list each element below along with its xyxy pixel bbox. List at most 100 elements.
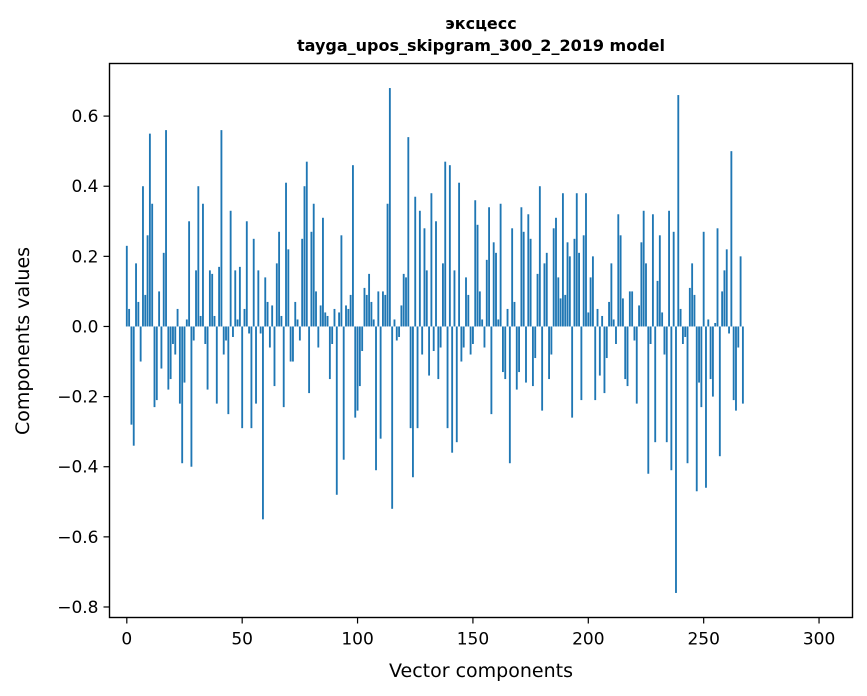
bar xyxy=(548,326,550,380)
bar xyxy=(647,326,650,474)
bar-series xyxy=(125,88,744,593)
bar xyxy=(338,312,341,327)
bar xyxy=(398,326,401,337)
bar xyxy=(472,326,474,344)
bar xyxy=(211,273,214,327)
bar xyxy=(169,326,172,380)
bar xyxy=(202,203,204,327)
x-tick-label: 150 xyxy=(457,630,489,650)
bar xyxy=(379,326,382,439)
bar xyxy=(485,259,488,327)
bar xyxy=(243,308,246,327)
bar xyxy=(266,301,269,327)
bar xyxy=(488,207,490,327)
bar xyxy=(573,238,576,327)
bar xyxy=(368,273,371,327)
bar xyxy=(527,214,530,327)
bar xyxy=(388,88,391,327)
bar xyxy=(238,266,241,327)
bar xyxy=(215,326,218,404)
bar xyxy=(711,326,714,397)
bar xyxy=(405,277,407,327)
bar xyxy=(125,245,128,327)
bar xyxy=(165,130,167,327)
bar xyxy=(730,151,733,327)
bar xyxy=(483,326,486,348)
bar xyxy=(725,249,728,327)
bar xyxy=(474,200,477,327)
bar xyxy=(739,256,742,327)
bar xyxy=(135,263,137,327)
bar xyxy=(268,326,271,348)
bar xyxy=(624,326,627,380)
bar xyxy=(654,326,657,443)
bar xyxy=(716,228,719,327)
bar xyxy=(259,326,262,334)
bar xyxy=(545,252,548,327)
bar xyxy=(550,326,553,355)
bar xyxy=(698,326,700,383)
bar xyxy=(621,298,624,327)
bar xyxy=(257,270,260,327)
bar xyxy=(684,326,687,337)
bar xyxy=(326,315,329,327)
bar xyxy=(591,256,594,327)
x-axis-ticks: 0 50 100 150 200 250 300 xyxy=(121,617,835,650)
bar xyxy=(555,217,557,327)
bar xyxy=(458,182,461,327)
bar xyxy=(386,203,389,327)
bar xyxy=(601,315,604,327)
bar xyxy=(181,326,184,464)
bar xyxy=(195,270,197,327)
bar xyxy=(675,326,677,593)
bar xyxy=(568,256,571,327)
bar xyxy=(538,186,541,327)
bar xyxy=(234,270,237,327)
bar xyxy=(702,231,705,327)
bar xyxy=(308,326,311,394)
bar xyxy=(287,249,290,327)
bar xyxy=(476,224,479,327)
bar xyxy=(681,326,684,344)
bar xyxy=(185,319,188,327)
bar xyxy=(400,305,403,327)
bar xyxy=(227,326,230,415)
bar xyxy=(197,186,200,327)
bar xyxy=(199,315,202,327)
bar xyxy=(628,291,631,327)
bar xyxy=(705,326,707,488)
bar xyxy=(319,305,322,327)
bar xyxy=(303,186,306,327)
bar xyxy=(642,210,645,327)
bar xyxy=(153,326,156,408)
bar xyxy=(594,326,597,401)
bar xyxy=(160,326,163,369)
bar xyxy=(414,196,417,327)
bar xyxy=(282,326,285,408)
bar xyxy=(310,231,313,327)
y-tick-label: −0.4 xyxy=(57,458,98,478)
bar xyxy=(467,294,470,327)
bar xyxy=(407,137,410,327)
bar xyxy=(564,294,567,327)
bar xyxy=(218,266,221,327)
bar xyxy=(347,308,350,327)
bar xyxy=(298,326,301,341)
bar xyxy=(732,326,735,401)
bar xyxy=(188,221,191,327)
bar xyxy=(668,210,670,327)
bar xyxy=(571,326,574,418)
y-tick-label: −0.6 xyxy=(57,528,98,548)
bar xyxy=(638,305,640,327)
bar xyxy=(508,326,511,464)
bar xyxy=(158,291,161,327)
bar xyxy=(626,326,629,387)
bar xyxy=(236,319,239,327)
bar xyxy=(688,287,691,327)
bar xyxy=(619,235,622,327)
bar xyxy=(700,326,703,408)
bar xyxy=(534,326,537,359)
bar xyxy=(435,221,437,327)
bar xyxy=(589,277,592,327)
